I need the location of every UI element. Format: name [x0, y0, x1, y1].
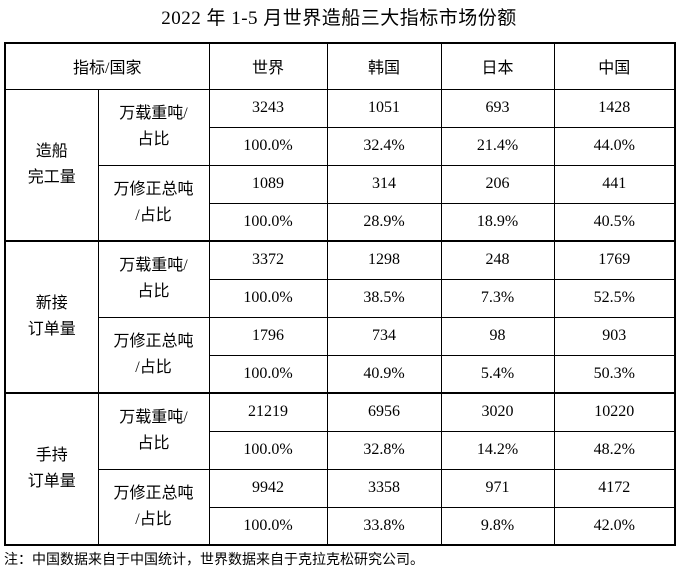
- table-row: 新接 订单量 万载重吨/ 占比 3372 1298 248 1769: [4, 240, 676, 394]
- header-cell-japan: 日本: [440, 42, 555, 90]
- header-cell-china: 中国: [553, 42, 676, 90]
- share-cell: 100.0%: [208, 506, 328, 546]
- value-cell: 903: [553, 316, 676, 356]
- value-cell: 9942: [208, 468, 328, 508]
- share-cell: 28.9%: [326, 202, 442, 242]
- share-cell: 9.8%: [440, 506, 555, 546]
- table-row: 手持 订单量 万载重吨/ 占比 21219 6956 3020 10220: [4, 392, 676, 546]
- value-cell: 3020: [440, 392, 555, 432]
- share-cell: 100.0%: [208, 126, 328, 166]
- value-cell: 3358: [326, 468, 442, 508]
- value-cell: 441: [553, 164, 676, 204]
- value-cell: 314: [326, 164, 442, 204]
- metric-label-cell: 万载重吨/ 占比: [97, 88, 210, 166]
- value-cell: 248: [440, 240, 555, 280]
- value-cell: 4172: [553, 468, 676, 508]
- source-note: 注：中国数据来自于中国统计，世界数据来自于克拉克松研究公司。: [4, 553, 424, 568]
- value-cell: 3243: [208, 88, 328, 128]
- value-cell: 10220: [553, 392, 676, 432]
- share-cell: 40.5%: [553, 202, 676, 242]
- share-cell: 14.2%: [440, 430, 555, 470]
- share-cell: 21.4%: [440, 126, 555, 166]
- table-row: 100.0% 38.5% 7.3% 52.5%: [5, 278, 676, 318]
- metric-label-cell: 万修正总吨 /占比: [97, 468, 210, 546]
- header-cell-world: 世界: [208, 42, 328, 90]
- group-label-new-orders: 新接 订单量: [4, 240, 99, 394]
- metric-label-cell: 万修正总吨 /占比: [97, 316, 210, 394]
- value-cell: 971: [440, 468, 555, 508]
- value-cell: 693: [440, 88, 555, 128]
- table-row: 100.0% 32.8% 14.2% 48.2%: [5, 430, 676, 470]
- share-cell: 5.4%: [440, 354, 555, 394]
- metric-label-cell: 万载重吨/ 占比: [97, 392, 210, 470]
- metric-label-cell: 万载重吨/ 占比: [97, 240, 210, 318]
- value-cell: 98: [440, 316, 555, 356]
- share-cell: 100.0%: [208, 202, 328, 242]
- table-row: 100.0% 33.8% 9.8% 42.0%: [5, 506, 676, 546]
- metric-label-cell: 万修正总吨 /占比: [97, 164, 210, 242]
- value-cell: 1298: [326, 240, 442, 280]
- share-cell: 33.8%: [326, 506, 442, 546]
- market-share-table: 指标/国家 世界 韩国 日本 中国 造船 完工量 万载重吨/ 占比 3243 1…: [4, 42, 677, 546]
- value-cell: 734: [326, 316, 442, 356]
- share-cell: 40.9%: [326, 354, 442, 394]
- value-cell: 1089: [208, 164, 328, 204]
- table-row: 造船 完工量 万载重吨/ 占比 3243 1051 693 1428: [4, 88, 676, 242]
- page-title: 2022 年 1-5 月世界造船三大指标市场份额: [161, 8, 517, 29]
- group-label-orderbook: 手持 订单量: [4, 392, 99, 546]
- table-row: 万修正总吨 /占比 9942 3358 971 4172: [5, 468, 676, 546]
- value-cell: 1769: [553, 240, 676, 280]
- table-row: 100.0% 40.9% 5.4% 50.3%: [5, 354, 676, 394]
- share-cell: 100.0%: [208, 430, 328, 470]
- header-cell-indicator-country: 指标/国家: [4, 42, 210, 90]
- share-cell: 48.2%: [553, 430, 676, 470]
- share-cell: 32.8%: [326, 430, 442, 470]
- share-cell: 100.0%: [208, 354, 328, 394]
- share-cell: 18.9%: [440, 202, 555, 242]
- share-cell: 50.3%: [553, 354, 676, 394]
- table-row: 万修正总吨 /占比 1796 734 98 903: [5, 316, 676, 394]
- table-row: 万修正总吨 /占比 1089 314 206 441: [5, 164, 676, 242]
- share-cell: 44.0%: [553, 126, 676, 166]
- share-cell: 7.3%: [440, 278, 555, 318]
- share-cell: 38.5%: [326, 278, 442, 318]
- table-row: 100.0% 32.4% 21.4% 44.0%: [5, 126, 676, 166]
- share-cell: 52.5%: [553, 278, 676, 318]
- value-cell: 1051: [326, 88, 442, 128]
- value-cell: 6956: [326, 392, 442, 432]
- value-cell: 21219: [208, 392, 328, 432]
- group-label-completions: 造船 完工量: [4, 88, 99, 242]
- value-cell: 206: [440, 164, 555, 204]
- header-cell-korea: 韩国: [326, 42, 442, 90]
- share-cell: 42.0%: [553, 506, 676, 546]
- share-cell: 32.4%: [326, 126, 442, 166]
- value-cell: 3372: [208, 240, 328, 280]
- table-row: 100.0% 28.9% 18.9% 40.5%: [5, 202, 676, 242]
- share-cell: 100.0%: [208, 278, 328, 318]
- value-cell: 1796: [208, 316, 328, 356]
- header-row: 指标/国家 世界 韩国 日本 中国: [4, 42, 676, 90]
- value-cell: 1428: [553, 88, 676, 128]
